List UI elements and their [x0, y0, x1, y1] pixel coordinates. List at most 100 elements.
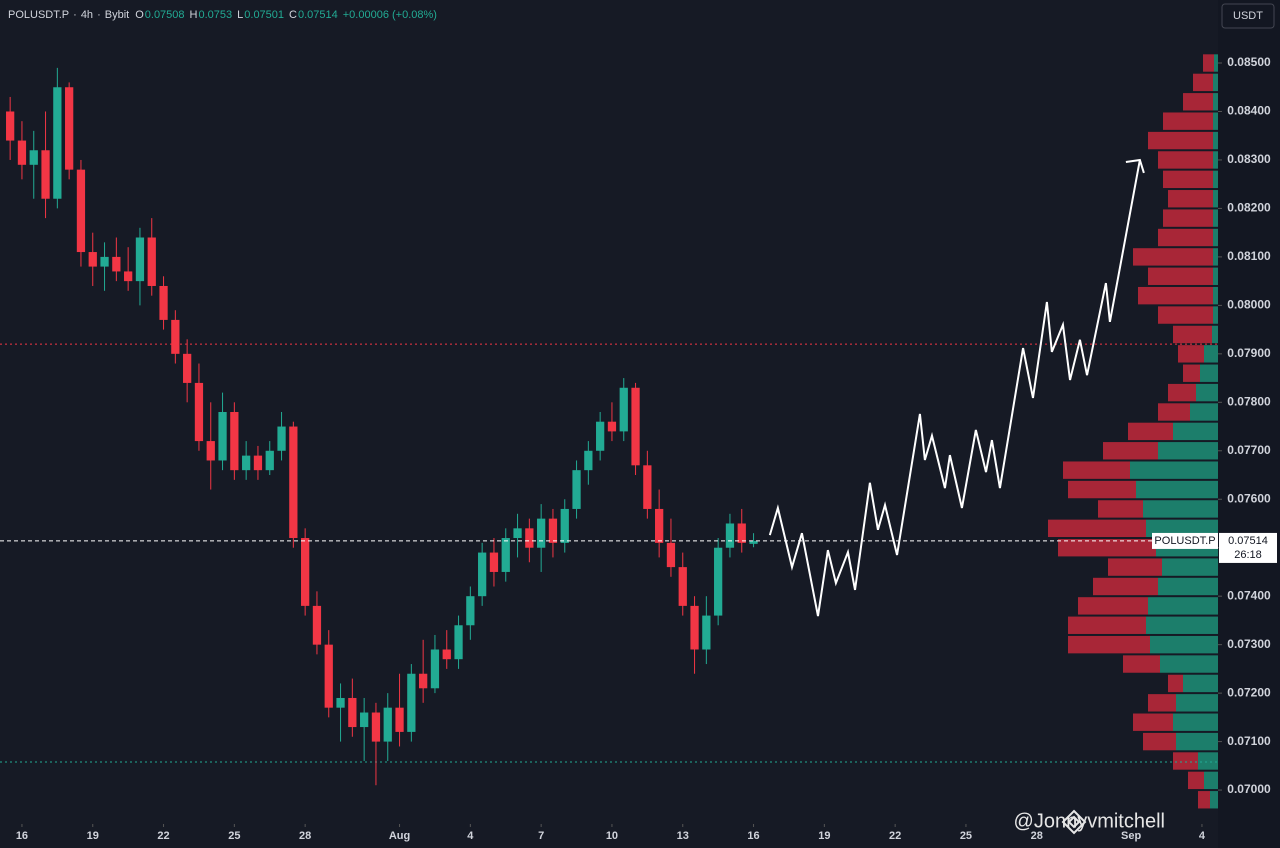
- profile-sell: [1193, 73, 1213, 92]
- profile-buy: [1198, 752, 1218, 770]
- y-tick-label: 0.08500: [1227, 55, 1271, 69]
- y-tick-label: 0.08100: [1227, 249, 1271, 263]
- x-tick-label: 13: [677, 830, 689, 842]
- profile-sell: [1163, 209, 1213, 227]
- profile-buy: [1190, 403, 1218, 421]
- profile-buy: [1213, 93, 1218, 111]
- profile-sell: [1158, 228, 1213, 247]
- profile-buy: [1213, 306, 1218, 324]
- candle-body: [253, 455, 263, 471]
- candle-body: [206, 441, 215, 461]
- profile-buy: [1162, 558, 1218, 576]
- projection-arrowhead: [1125, 158, 1145, 174]
- candle-body: [100, 256, 109, 267]
- candle-body: [596, 421, 605, 451]
- candle-body: [17, 140, 27, 165]
- candle-body: [572, 470, 581, 509]
- candle-body: [419, 673, 428, 689]
- candle-body: [242, 455, 251, 471]
- profile-sell: [1168, 674, 1183, 693]
- profile-buy: [1204, 345, 1218, 363]
- profile-buy: [1213, 170, 1218, 189]
- candle-body: [112, 256, 121, 272]
- candle-body: [41, 150, 50, 199]
- profile-sell: [1108, 558, 1162, 576]
- candle-body: [76, 169, 86, 253]
- profile-sell: [1098, 500, 1143, 518]
- y-tick-label: 0.08000: [1227, 298, 1271, 312]
- candle-body: [230, 412, 239, 471]
- currency-button[interactable]: [1221, 3, 1275, 29]
- profile-buy: [1183, 674, 1218, 693]
- x-tick-label: 25: [960, 830, 972, 842]
- candle-body: [312, 605, 322, 645]
- profile-sell: [1093, 577, 1158, 596]
- candle-body: [430, 649, 440, 689]
- ohlc-value: 0.07514: [298, 9, 338, 21]
- profile-sell: [1063, 461, 1130, 479]
- profile-buy: [1146, 616, 1218, 634]
- candle-body: [124, 271, 133, 282]
- x-tick-label: 28: [1031, 830, 1043, 842]
- candle-body: [383, 707, 392, 742]
- price-box: [1219, 532, 1277, 563]
- candle-body: [643, 465, 652, 509]
- candle-body: [466, 596, 475, 626]
- projection-line: [768, 159, 1141, 617]
- y-tick-label: 0.08400: [1227, 104, 1271, 118]
- profile-buy: [1200, 364, 1218, 382]
- candle-body: [336, 697, 345, 708]
- x-tick-label: 4: [467, 830, 474, 842]
- candle-body: [265, 450, 274, 471]
- candle-body: [348, 697, 357, 728]
- profile-buy: [1213, 151, 1218, 169]
- profile-sell: [1178, 345, 1204, 363]
- candle-body: [737, 523, 746, 543]
- y-tick-label: 0.07900: [1227, 346, 1271, 360]
- profile-sell: [1188, 771, 1204, 790]
- candle-body: [702, 615, 711, 650]
- candle-body: [714, 547, 723, 616]
- profile-buy: [1160, 655, 1218, 673]
- profile-sell: [1203, 54, 1214, 72]
- profile-sell: [1163, 112, 1213, 130]
- profile-sell: [1158, 151, 1213, 169]
- header-change: +0.00006 (+0.08%): [343, 9, 437, 21]
- candle-body: [65, 87, 74, 170]
- y-tick-label: 0.07300: [1227, 637, 1271, 651]
- candle-body: [53, 87, 62, 199]
- y-tick-label: 0.07100: [1227, 734, 1271, 748]
- candle-body: [584, 450, 593, 471]
- symbol-price-label: POLUSDT.P: [1154, 535, 1215, 547]
- candle-body: [194, 382, 204, 442]
- y-tick-label: 0.07200: [1227, 685, 1271, 699]
- candle-body: [525, 528, 534, 548]
- profile-sell: [1138, 286, 1213, 305]
- x-tick-label: Aug: [389, 830, 410, 842]
- candle-body: [324, 644, 333, 708]
- profile-sell: [1143, 732, 1176, 751]
- profile-sell: [1173, 752, 1198, 770]
- ohlc-value: 0.07508: [145, 9, 185, 21]
- profile-buy: [1210, 791, 1218, 809]
- y-tick-label: 0.07000: [1227, 782, 1271, 796]
- separator: ·: [73, 9, 77, 21]
- profile-sell: [1183, 364, 1200, 382]
- profile-buy: [1148, 597, 1218, 615]
- price-axis-panel: [1218, 0, 1280, 848]
- x-tick-label: 10: [606, 830, 618, 842]
- profile-sell: [1173, 325, 1212, 344]
- candle-body: [360, 712, 369, 728]
- ohlc-label: H: [190, 9, 198, 21]
- profile-sell: [1078, 597, 1148, 615]
- profile-sell: [1183, 93, 1213, 111]
- candle-body: [218, 412, 227, 461]
- profile-buy: [1212, 325, 1218, 344]
- profile-buy: [1214, 54, 1218, 72]
- profile-sell: [1158, 306, 1213, 324]
- separator: ·: [97, 9, 101, 21]
- currency[interactable]: USDT: [1233, 10, 1263, 22]
- profile-buy: [1213, 209, 1218, 227]
- ohlc-label: O: [135, 9, 144, 21]
- candle-body: [171, 319, 180, 354]
